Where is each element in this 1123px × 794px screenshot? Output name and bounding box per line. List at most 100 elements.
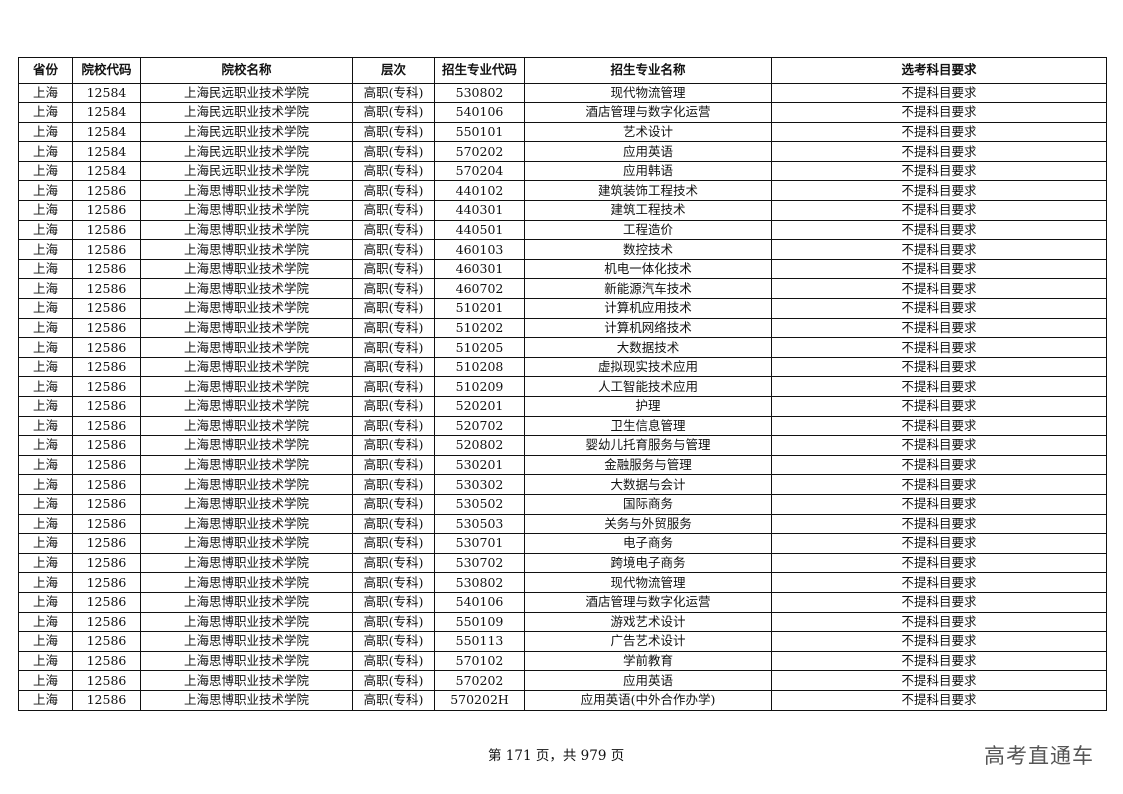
cell-province: 上海 [18,141,73,162]
cell-major-name: 现代物流管理 [524,82,772,104]
cell-school-name: 上海思博职业技术学院 [140,258,353,280]
cell-school-name: 上海思博职业技术学院 [140,493,353,515]
cell-province: 上海 [18,650,73,672]
cell-school-name: 上海思博职业技术学院 [140,611,353,633]
cell-major-name: 应用韩语 [524,160,772,182]
cell-province: 上海 [18,415,73,437]
cell-major-code: 530201 [434,454,525,476]
cell-school-code: 12586 [72,396,141,417]
cell-level: 高职(专科) [352,258,435,280]
cell-school-name: 上海思博职业技术学院 [140,650,353,672]
cell-school-code: 12586 [72,552,141,574]
cell-school-name: 上海思博职业技术学院 [140,396,353,417]
cell-major-code: 460702 [434,278,525,300]
cell-major-name: 国际商务 [524,493,772,515]
cell-level: 高职(专科) [352,121,435,143]
table-row: 上海 12586 上海思博职业技术学院 高职(专科) 570102 学前教育 不提科目要求 [18,650,1107,672]
cell-major-code: 510202 [434,317,525,339]
cell-school-name: 上海民远职业技术学院 [140,141,353,162]
cell-province: 上海 [18,454,73,476]
watermark-logo: 高考直通车 [984,744,1094,768]
cell-province: 上海 [18,376,73,397]
cell-school-name: 上海思博职业技术学院 [140,337,353,358]
table-row: 上海 12586 上海思博职业技术学院 高职(专科) 510201 计算机应用技术 不提科目… [18,298,1107,319]
cell-major-name: 跨境电子商务 [524,552,772,574]
cell-subject-requirement: 不提科目要求 [771,474,1107,495]
cell-province: 上海 [18,82,73,104]
cell-major-code: 520702 [434,415,525,437]
cell-province: 上海 [18,239,73,260]
table-row: 上海 12586 上海思博职业技术学院 高职(专科) 460301 机电一体化技术 不提科目… [18,258,1107,280]
column-header-major-name: 招生专业名称 [524,57,772,84]
cell-province: 上海 [18,396,73,417]
cell-province: 上海 [18,591,73,613]
cell-province: 上海 [18,356,73,378]
cell-major-name: 应用英语 [524,141,772,162]
column-header-province: 省份 [18,57,73,84]
cell-major-code: 530503 [434,513,525,535]
table-row: 上海 12586 上海思博职业技术学院 高职(专科) 530802 现代物流管理 不提科目要… [18,572,1107,593]
cell-subject-requirement: 不提科目要求 [771,376,1107,397]
admission-table: 省份 院校代码 院校名称 层次 招生专业代码 招生专业名称 选考科目要求 上海 12584 上海… [18,57,1107,711]
cell-major-name: 应用英语(中外合作办学) [524,689,772,711]
cell-major-name: 虚拟现实技术应用 [524,356,772,378]
column-header-subject-requirement: 选考科目要求 [771,57,1107,84]
cell-major-name: 婴幼儿托育服务与管理 [524,435,772,456]
cell-province: 上海 [18,513,73,535]
cell-major-code: 440102 [434,180,525,202]
cell-major-name: 酒店管理与数字化运营 [524,591,772,613]
cell-level: 高职(专科) [352,650,435,672]
table-row: 上海 12586 上海思博职业技术学院 高职(专科) 440301 建筑工程技术 不提科目要… [18,200,1107,221]
cell-subject-requirement: 不提科目要求 [771,356,1107,378]
cell-school-name: 上海思博职业技术学院 [140,533,353,554]
cell-school-name: 上海思博职业技术学院 [140,200,353,221]
cell-province: 上海 [18,102,73,123]
cell-school-name: 上海思博职业技术学院 [140,415,353,437]
cell-school-code: 12586 [72,454,141,476]
cell-subject-requirement: 不提科目要求 [771,631,1107,652]
table-row: 上海 12586 上海思博职业技术学院 高职(专科) 510202 计算机网络技术 不提科目… [18,317,1107,339]
cell-level: 高职(专科) [352,493,435,515]
cell-level: 高职(专科) [352,552,435,574]
cell-province: 上海 [18,670,73,691]
cell-school-name: 上海思博职业技术学院 [140,278,353,300]
page-number: 第 171 页，共 979 页 [488,748,625,764]
cell-school-code: 12586 [72,572,141,593]
cell-major-name: 应用英语 [524,670,772,691]
table-row: 上海 12586 上海思博职业技术学院 高职(专科) 460103 数控技术 不提科目要求 [18,239,1107,260]
cell-level: 高职(专科) [352,435,435,456]
cell-province: 上海 [18,337,73,358]
table-row: 上海 12586 上海思博职业技术学院 高职(专科) 570202 应用英语 不提科目要求 [18,670,1107,691]
table-header-row: 省份 院校代码 院校名称 层次 招生专业代码 招生专业名称 选考科目要求 [18,57,1107,84]
cell-province: 上海 [18,121,73,143]
cell-major-code: 510201 [434,298,525,319]
cell-major-name: 大数据与会计 [524,474,772,495]
cell-school-code: 12586 [72,493,141,515]
cell-school-code: 12586 [72,180,141,202]
table-row: 上海 12584 上海民远职业技术学院 高职(专科) 550101 艺术设计 不提科目要求 [18,121,1107,143]
table-row: 上海 12586 上海思博职业技术学院 高职(专科) 520702 卫生信息管理 不提科目要… [18,415,1107,437]
cell-province: 上海 [18,552,73,574]
cell-school-code: 12586 [72,376,141,397]
cell-level: 高职(专科) [352,670,435,691]
cell-subject-requirement: 不提科目要求 [771,160,1107,182]
cell-province: 上海 [18,278,73,300]
cell-major-code: 460301 [434,258,525,280]
table-row: 上海 12586 上海思博职业技术学院 高职(专科) 520802 婴幼儿托育服务与管理不… [18,435,1107,456]
cell-major-name: 人工智能技术应用 [524,376,772,397]
cell-major-code: 460103 [434,239,525,260]
table-row: 上海 12586 上海思博职业技术学院 高职(专科) 570202H 应用英语(中外合作办… [18,689,1107,711]
cell-level: 高职(专科) [352,513,435,535]
cell-school-name: 上海思博职业技术学院 [140,513,353,535]
cell-major-name: 建筑工程技术 [524,200,772,221]
cell-major-code: 510208 [434,356,525,378]
cell-subject-requirement: 不提科目要求 [771,102,1107,123]
column-header-school-name: 院校名称 [140,57,353,84]
cell-school-code: 12586 [72,670,141,691]
cell-level: 高职(专科) [352,454,435,476]
cell-subject-requirement: 不提科目要求 [771,121,1107,143]
cell-subject-requirement: 不提科目要求 [771,454,1107,476]
cell-province: 上海 [18,258,73,280]
cell-major-name: 工程造价 [524,219,772,241]
table-row: 上海 12584 上海民远职业技术学院 高职(专科) 540106 酒店管理与数字化运营不… [18,102,1107,123]
